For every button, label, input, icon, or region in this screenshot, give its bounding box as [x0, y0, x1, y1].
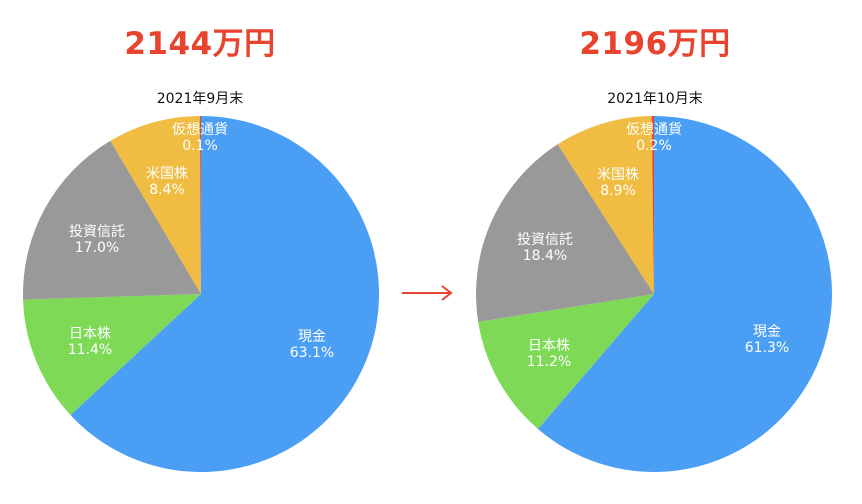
pie-slice-right-cash [537, 116, 832, 473]
slice-label-right-japan-stocks: 日本株 [528, 338, 570, 354]
slice-value-right-japan-stocks: 11.2% [527, 354, 571, 370]
slice-value-right-mutual-funds: 18.4% [523, 248, 567, 264]
chart-title-left: 2021年9月末 [156, 91, 244, 107]
pie-slice-right-crypto [651, 116, 654, 294]
total-amount-left: 2144万円 [124, 26, 276, 62]
chart-title-right: 2021年10月末 [607, 91, 703, 107]
slice-label-right-us-stocks: 米国株 [597, 167, 639, 183]
slice-value-right-us-stocks: 8.9% [600, 183, 636, 199]
pie-slice-right-us-stocks [557, 116, 654, 294]
pie-slice-right-mutual-funds [475, 144, 654, 322]
slice-value-right-cash: 61.3% [745, 340, 789, 356]
slice-value-right-crypto: 0.2% [636, 138, 672, 154]
pie-slice-left-us-stocks [110, 116, 201, 295]
slice-value-left-crypto: 0.1% [182, 138, 218, 154]
slice-label-left-cash: 現金 [298, 329, 326, 345]
slice-value-left-mutual-funds: 17.0% [75, 240, 119, 256]
pie-slice-right-japan-stocks [478, 294, 654, 429]
slice-label-right-crypto: 仮想通貨 [626, 121, 682, 138]
slice-label-left-crypto: 仮想通貨 [172, 121, 228, 138]
slice-label-right-mutual-funds: 投資信託 [517, 232, 573, 248]
pie-slice-left-crypto [199, 116, 201, 294]
slice-label-right-cash: 現金 [753, 324, 781, 340]
pie-slice-left-japan-stocks [23, 294, 202, 416]
slice-label-left-us-stocks: 米国株 [146, 166, 188, 182]
arrow-right-icon [402, 285, 453, 301]
slice-label-left-mutual-funds: 投資信託 [69, 224, 125, 240]
slice-label-left-japan-stocks: 日本株 [69, 326, 111, 342]
pie-slice-left-cash [70, 116, 380, 472]
total-amount-right: 2196万円 [579, 26, 731, 62]
pie-slice-left-mutual-funds [22, 140, 201, 300]
slice-value-left-us-stocks: 8.4% [149, 182, 185, 198]
slice-value-left-cash: 63.1% [290, 345, 334, 361]
slice-value-left-japan-stocks: 11.4% [68, 342, 112, 358]
